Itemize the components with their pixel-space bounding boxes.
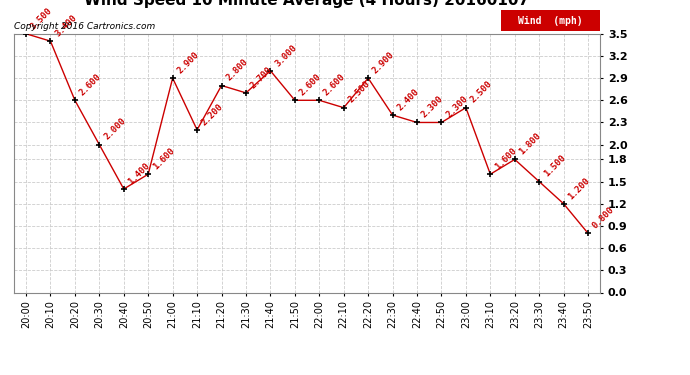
Text: Copyright 2016 Cartronics.com: Copyright 2016 Cartronics.com (14, 22, 155, 31)
Text: 3.500: 3.500 (29, 6, 54, 31)
Text: 2.300: 2.300 (444, 94, 470, 120)
Text: 1.600: 1.600 (151, 146, 177, 171)
Title: Wind Speed 10 Minute Average (4 Hours) 20160107: Wind Speed 10 Minute Average (4 Hours) 2… (84, 0, 530, 8)
Text: 2.900: 2.900 (371, 50, 396, 75)
Text: 3.000: 3.000 (273, 43, 299, 68)
Text: 1.500: 1.500 (542, 153, 567, 179)
Text: 2.900: 2.900 (175, 50, 201, 75)
Text: 1.200: 1.200 (566, 176, 592, 201)
Text: 2.700: 2.700 (248, 65, 274, 90)
Text: 2.400: 2.400 (395, 87, 421, 112)
Text: 1.800: 1.800 (518, 131, 543, 157)
Text: 2.800: 2.800 (224, 57, 250, 83)
Text: 2.500: 2.500 (469, 80, 494, 105)
Text: 2.200: 2.200 (200, 102, 225, 127)
Text: 3.400: 3.400 (53, 13, 79, 38)
Text: 1.400: 1.400 (126, 161, 152, 186)
Text: 1.600: 1.600 (493, 146, 518, 171)
Text: 2.600: 2.600 (322, 72, 347, 98)
Text: 0.800: 0.800 (591, 205, 616, 231)
Text: 2.500: 2.500 (346, 80, 372, 105)
Text: 2.000: 2.000 (102, 117, 128, 142)
Text: 2.600: 2.600 (78, 72, 103, 98)
Text: 2.600: 2.600 (297, 72, 323, 98)
Text: 2.300: 2.300 (420, 94, 445, 120)
